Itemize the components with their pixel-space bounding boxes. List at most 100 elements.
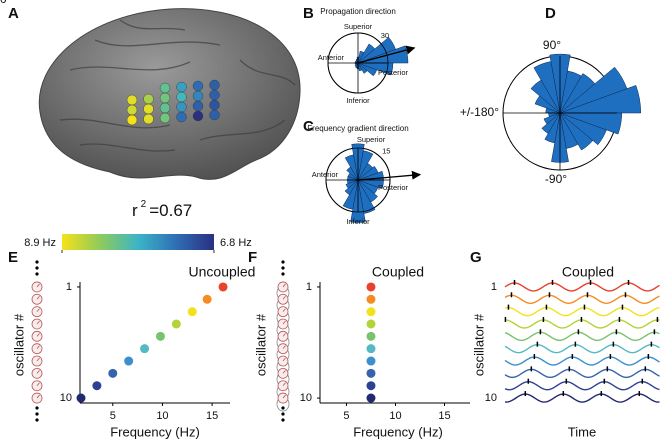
rose-wedge xyxy=(357,179,376,214)
direction-label: Inferior xyxy=(346,96,370,105)
rose-wedge xyxy=(357,179,378,203)
ellipsis-dot xyxy=(35,272,39,276)
rose-wedge xyxy=(357,165,379,181)
colorbar xyxy=(62,234,214,250)
electrode xyxy=(159,92,171,104)
x-axis-label: Frequency (Hz) xyxy=(353,424,443,439)
r-tick-label: 30 xyxy=(381,31,389,40)
stat-superscript: 2 xyxy=(141,199,147,210)
rose-wedge xyxy=(357,43,376,64)
ellipsis-dot xyxy=(281,266,285,270)
ellipsis-dot xyxy=(281,406,285,410)
oscillator-point xyxy=(202,294,212,304)
oscillator-hand xyxy=(36,320,40,325)
electrode xyxy=(176,81,187,93)
oscillator-point xyxy=(366,393,376,403)
oscillator-point xyxy=(366,344,376,354)
oscillator-hand xyxy=(282,296,286,300)
rose-wedge xyxy=(344,154,359,181)
x-axis-label: Time xyxy=(568,424,596,439)
rose-wedge xyxy=(530,79,561,114)
panel-label: G xyxy=(470,249,482,266)
oscillator-wave xyxy=(504,319,660,329)
electrode xyxy=(159,82,171,94)
direction-label: +/-180° xyxy=(460,105,499,119)
oscillator-point xyxy=(366,381,376,391)
x-axis-label: Frequency (Hz) xyxy=(110,424,200,439)
x-tick-label: 10 xyxy=(156,410,168,422)
stat-text: =0.67 xyxy=(149,201,192,220)
oscillator-hand xyxy=(282,370,286,374)
panel-label: C xyxy=(303,118,314,135)
oscillator-hand xyxy=(36,394,40,399)
y-axis-label: oscillator # xyxy=(11,313,26,376)
polar-title: Frequency gradient direction xyxy=(307,124,408,133)
ellipsis-dot xyxy=(35,266,39,270)
direction-label: Superior xyxy=(344,22,373,31)
rose-wedge xyxy=(533,61,561,114)
oscillator-hand xyxy=(282,283,286,288)
oscillator-point xyxy=(155,331,165,341)
rose-wedge xyxy=(559,66,628,114)
electrode xyxy=(143,113,154,125)
r-squared: r 2 =0.67 xyxy=(132,199,192,221)
oscillator-hand xyxy=(36,333,40,337)
oscillator-hand xyxy=(36,382,40,386)
panel-label: E xyxy=(8,249,18,266)
ellipsis-dot xyxy=(35,418,39,422)
electrode xyxy=(176,111,187,123)
oscillator-point xyxy=(171,319,181,329)
panel-label: D xyxy=(545,5,556,22)
oscillator-wave xyxy=(504,343,660,354)
y-axis-label: oscillator # xyxy=(471,313,486,376)
y-tick-label: 10 xyxy=(60,392,72,404)
oscillator-point xyxy=(187,307,197,317)
rose-wedge xyxy=(559,85,642,114)
polar-ring xyxy=(327,32,389,94)
ellipsis-dot xyxy=(35,406,39,410)
electrode xyxy=(209,89,220,101)
electrode xyxy=(143,93,154,105)
electrode xyxy=(143,103,154,115)
oscillator-hand xyxy=(36,308,40,312)
electrode xyxy=(192,100,204,112)
y-tick-label: 10 xyxy=(300,392,312,404)
electrode xyxy=(176,91,187,103)
panel-title: Coupled xyxy=(372,264,424,280)
oscillator-point xyxy=(218,282,228,292)
y-tick-label: 1 xyxy=(306,281,312,293)
oscillator-hand xyxy=(282,394,286,399)
x-tick-label: 15 xyxy=(206,410,218,422)
direction-label: Posterior xyxy=(378,183,409,192)
oscillator-wave xyxy=(504,282,660,292)
oscillator-wave xyxy=(504,356,660,366)
oscillator-wave xyxy=(504,393,660,403)
panel-title: Uncoupled xyxy=(189,264,256,280)
oscillator-hand xyxy=(36,283,40,288)
rose-wedge xyxy=(357,36,396,64)
ellipsis-dot xyxy=(281,260,285,264)
x-tick-label: 5 xyxy=(110,410,116,422)
electrode xyxy=(192,90,204,102)
oscillator-hand xyxy=(282,320,286,325)
electrode xyxy=(209,79,220,91)
oscillator-point xyxy=(366,319,376,329)
electrode xyxy=(126,114,138,126)
polar-ring xyxy=(325,147,391,213)
rose-wedge xyxy=(357,50,365,64)
oscillator-hand xyxy=(282,357,286,362)
ellipsis-dot xyxy=(35,412,39,416)
mean-direction-arrow xyxy=(357,45,416,64)
x-tick-label: 15 xyxy=(438,410,450,422)
oscillator-wave xyxy=(504,381,660,391)
oscillator-wave xyxy=(504,368,660,379)
oscillator-hand xyxy=(36,370,40,374)
brain xyxy=(38,8,301,180)
direction-label: -90° xyxy=(545,172,567,186)
electrode xyxy=(159,102,171,114)
panel-label: B xyxy=(303,5,314,22)
panel-title: Coupled xyxy=(562,264,614,280)
panel-label: A xyxy=(8,5,19,22)
electrode xyxy=(192,80,204,92)
